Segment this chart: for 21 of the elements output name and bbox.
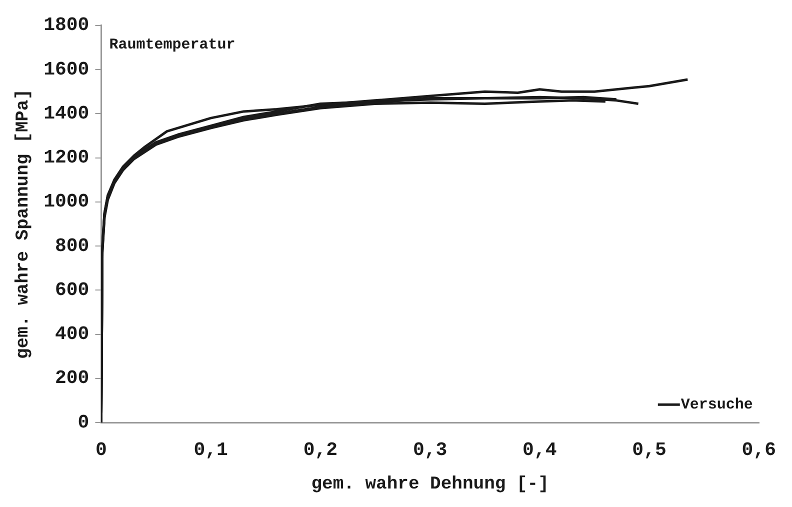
y-tick-label: 0 [78, 411, 90, 434]
y-tick-label: 1800 [44, 14, 90, 36]
y-tick-label: 1600 [44, 58, 90, 80]
x-tick-label: 0 [96, 438, 107, 461]
y-axis-title: gem. wahre Spannung [MPa] [13, 88, 34, 360]
x-axis-title: gem. wahre Dehnung [-] [311, 474, 549, 495]
y-tick-label: 400 [54, 323, 90, 346]
x-tick-label: 0,1 [194, 438, 228, 461]
y-tick-label: 200 [54, 367, 90, 390]
y-tick-label: 600 [54, 278, 90, 301]
x-tick-label: 0,2 [303, 438, 338, 461]
x-tick-label: 0,4 [522, 438, 557, 461]
y-tick-label: 800 [54, 234, 90, 257]
x-tick-label: 0,3 [412, 438, 448, 461]
legend-label: Versuche [680, 396, 753, 414]
x-tick-label: 0,5 [632, 438, 666, 461]
y-tick-label: 1200 [44, 146, 90, 169]
x-tick-label: 0,6 [742, 438, 776, 461]
y-tick-label: 1000 [44, 190, 90, 213]
annotation: Raumtemperatur [109, 36, 236, 54]
y-tick-label: 1400 [44, 102, 90, 124]
